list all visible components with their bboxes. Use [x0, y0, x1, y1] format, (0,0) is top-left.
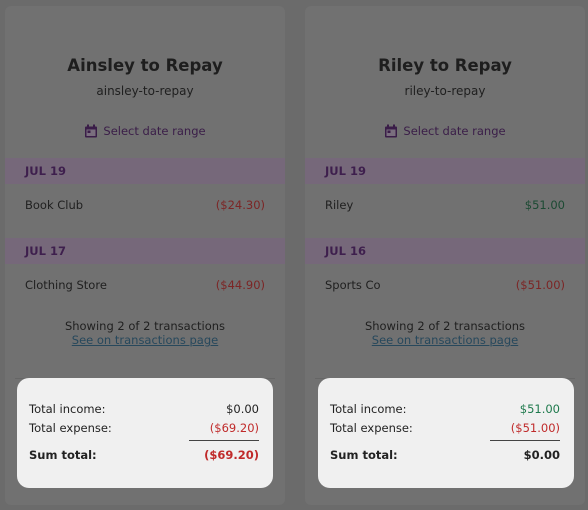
total-income-row: Total income: $0.00	[29, 402, 259, 416]
total-expense-value: ($69.20)	[209, 421, 259, 435]
transaction-row[interactable]: Clothing Store ($44.90)	[25, 276, 265, 294]
total-expense-row: Total expense: ($51.00)	[330, 421, 560, 435]
date-group-header: JUL 17	[5, 238, 285, 264]
total-income-row: Total income: $51.00	[330, 402, 560, 416]
total-income-label: Total income:	[29, 402, 106, 416]
transaction-name: Clothing Store	[25, 278, 107, 292]
total-income-label: Total income:	[330, 402, 407, 416]
transaction-row[interactable]: Sports Co ($51.00)	[325, 276, 565, 294]
transaction-name: Sports Co	[325, 278, 381, 292]
sum-total-value: ($69.20)	[204, 448, 259, 462]
sum-total-value: $0.00	[523, 448, 560, 462]
sum-divider	[490, 440, 560, 441]
card-title: Ainsley to Repay	[67, 56, 223, 75]
card-slug: ainsley-to-repay	[96, 84, 194, 98]
summary-panel-ainsley: Total income: $0.00 Total expense: ($69.…	[17, 378, 273, 488]
select-date-range-button[interactable]: Select date range	[305, 124, 585, 138]
total-expense-row: Total expense: ($69.20)	[29, 421, 259, 435]
card-slug: riley-to-repay	[404, 84, 486, 98]
transaction-row[interactable]: Book Club ($24.30)	[25, 196, 265, 214]
transaction-row[interactable]: Riley $51.00	[325, 196, 565, 214]
total-expense-value: ($51.00)	[510, 421, 560, 435]
total-income-value: $51.00	[519, 402, 560, 416]
showing-count: Showing 2 of 2 transactions	[364, 319, 526, 333]
transaction-amount: ($24.30)	[215, 198, 265, 212]
transactions-page-link[interactable]: See on transactions page	[71, 333, 219, 347]
date-group-header: JUL 16	[305, 238, 585, 264]
calendar-icon	[385, 124, 398, 138]
transaction-name: Book Club	[25, 198, 84, 212]
select-date-range-button[interactable]: Select date range	[5, 124, 285, 138]
sum-total-label: Sum total:	[330, 448, 398, 462]
transaction-name: Riley	[325, 198, 354, 212]
summary-panel-riley: Total income: $51.00 Total expense: ($51…	[318, 378, 574, 488]
calendar-icon	[85, 124, 98, 138]
total-income-value: $0.00	[226, 402, 259, 416]
total-expense-label: Total expense:	[330, 421, 413, 435]
date-group-header: JUL 19	[5, 158, 285, 184]
card-title: Riley to Repay	[378, 56, 512, 75]
transaction-amount: ($51.00)	[515, 278, 565, 292]
sum-total-row: Sum total: $0.00	[330, 448, 560, 462]
date-range-label: Select date range	[403, 124, 506, 138]
sum-divider	[189, 440, 259, 441]
sum-total-row: Sum total: ($69.20)	[29, 448, 259, 462]
transaction-amount: $51.00	[524, 198, 565, 212]
date-range-label: Select date range	[103, 124, 206, 138]
date-group-header: JUL 19	[305, 158, 585, 184]
showing-count: Showing 2 of 2 transactions	[64, 319, 226, 333]
sum-total-label: Sum total:	[29, 448, 97, 462]
total-expense-label: Total expense:	[29, 421, 112, 435]
transactions-page-link[interactable]: See on transactions page	[371, 333, 519, 347]
transaction-amount: ($44.90)	[215, 278, 265, 292]
